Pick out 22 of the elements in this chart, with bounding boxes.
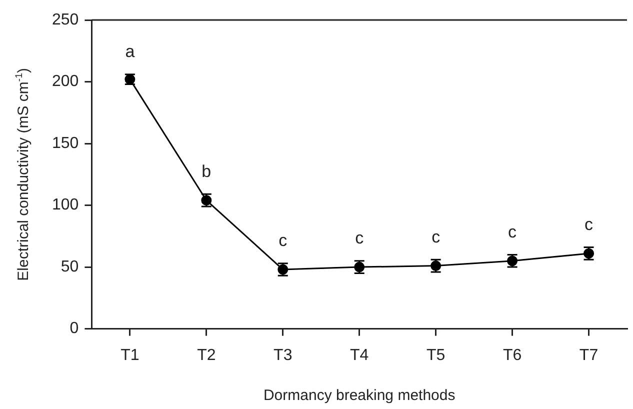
x-tick-label: T7 xyxy=(579,346,598,364)
y-tick-label: 150 xyxy=(52,134,79,152)
x-tick-label: T5 xyxy=(426,346,446,364)
y-tick-label: 100 xyxy=(52,196,79,214)
x-axis-title: Dormancy breaking methods xyxy=(263,387,456,404)
annotation: c xyxy=(278,231,288,250)
y-axis-title: Electrical conductivity (mS cm-1) xyxy=(14,68,32,281)
x-tick-label: T2 xyxy=(197,346,216,364)
x-tick-label: T1 xyxy=(120,346,140,364)
y-tick-label: 50 xyxy=(60,258,79,276)
y-tick-label: 200 xyxy=(52,73,79,90)
annotation: b xyxy=(202,162,212,181)
y-tick-label: 0 xyxy=(70,320,79,338)
annotation: c xyxy=(508,222,518,242)
annotation: a xyxy=(125,42,136,62)
x-tick-label: T3 xyxy=(274,346,292,364)
annotation: c xyxy=(355,228,364,248)
annotation: c xyxy=(432,227,441,246)
x-tick-label: T4 xyxy=(350,346,369,364)
y-tick-label: 250 xyxy=(52,11,79,28)
x-tick-label: T6 xyxy=(502,346,522,364)
annotation: c xyxy=(584,214,594,234)
